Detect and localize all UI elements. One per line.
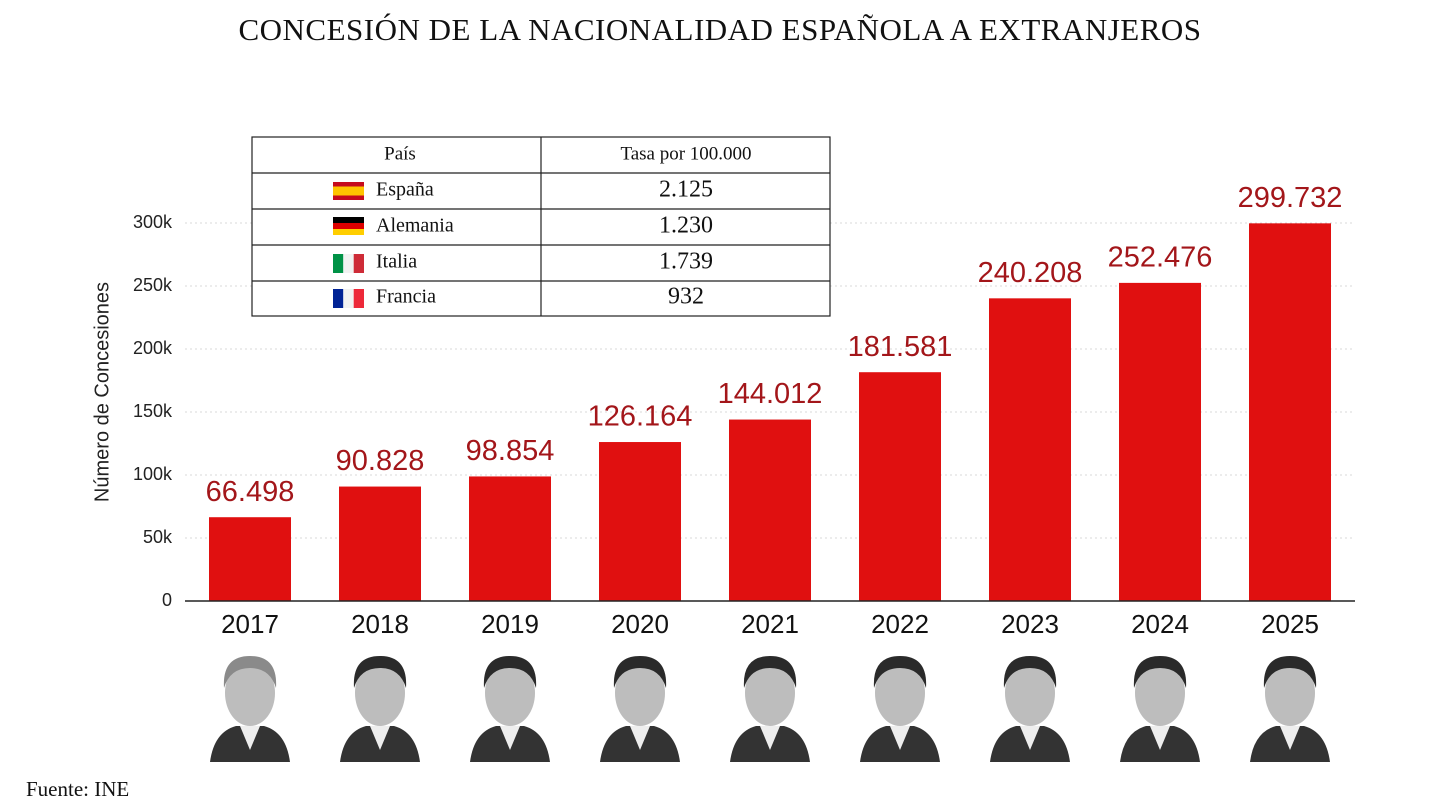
portrait-hair bbox=[1003, 656, 1057, 688]
portrait bbox=[730, 656, 810, 762]
bar bbox=[209, 517, 291, 601]
flag-germany bbox=[333, 217, 364, 235]
x-tick-label: 2017 bbox=[221, 609, 279, 639]
portrait-hair bbox=[1133, 656, 1187, 688]
portrait bbox=[860, 656, 940, 762]
portrait-face bbox=[225, 660, 275, 726]
portrait-face bbox=[355, 660, 405, 726]
x-tick-label: 2021 bbox=[741, 609, 799, 639]
y-tick-label: 200k bbox=[133, 338, 173, 358]
portrait-collar bbox=[240, 726, 260, 750]
x-tick-label: 2022 bbox=[871, 609, 929, 639]
value-label: 144.012 bbox=[718, 378, 823, 410]
table-header: Tasa por 100.000 bbox=[620, 143, 751, 164]
chart-title: CONCESIÓN DE LA NACIONALIDAD ESPAÑOLA A … bbox=[238, 12, 1201, 47]
table-rate: 2.125 bbox=[659, 177, 713, 203]
portrait-collar bbox=[1020, 726, 1040, 750]
rate-table: País Tasa por 100.000 España 2.125 Alemania 1… bbox=[251, 136, 831, 317]
x-tick-label: 2023 bbox=[1001, 609, 1059, 639]
y-tick-label: 50k bbox=[143, 527, 173, 547]
value-label: 126.164 bbox=[588, 401, 693, 433]
flag-spain bbox=[333, 182, 364, 200]
portrait-hair bbox=[483, 656, 537, 688]
table-header: País bbox=[384, 143, 416, 164]
portrait bbox=[340, 656, 420, 762]
bar bbox=[469, 476, 551, 601]
portrait-collar bbox=[500, 726, 520, 750]
bar bbox=[339, 486, 421, 601]
portrait-face bbox=[1005, 660, 1055, 726]
portrait bbox=[470, 656, 550, 762]
bar bbox=[859, 372, 941, 601]
portrait-face bbox=[615, 660, 665, 726]
portrait-collar bbox=[1280, 726, 1300, 750]
portrait-hair bbox=[1263, 656, 1317, 688]
x-tick-label: 2019 bbox=[481, 609, 539, 639]
portrait bbox=[1120, 656, 1200, 762]
table-country: Francia bbox=[376, 286, 436, 308]
portrait-hair bbox=[873, 656, 927, 688]
portrait-collar bbox=[760, 726, 780, 750]
y-axis-label: Número de Concesiones bbox=[91, 282, 113, 502]
y-tick-label: 150k bbox=[133, 401, 173, 421]
table-country: España bbox=[376, 179, 434, 201]
value-label: 299.732 bbox=[1238, 182, 1343, 214]
x-tick-label: 2020 bbox=[611, 609, 669, 639]
portrait bbox=[210, 656, 290, 762]
portrait-collar bbox=[1150, 726, 1170, 750]
flag-france bbox=[333, 289, 364, 308]
portrait-hair bbox=[743, 656, 797, 688]
portrait-hair bbox=[613, 656, 667, 688]
portrait bbox=[990, 656, 1070, 762]
portrait-face bbox=[745, 660, 795, 726]
y-tick-label: 0 bbox=[162, 590, 172, 610]
portrait-hair bbox=[353, 656, 407, 688]
portraits bbox=[210, 656, 1330, 762]
portrait bbox=[1250, 656, 1330, 762]
table-country: Italia bbox=[376, 251, 417, 273]
bars: 2017 66.498 2018 90.828 2019 98.854 2020 126.16… bbox=[206, 182, 1343, 639]
portrait-collar bbox=[630, 726, 650, 750]
x-tick-label: 2024 bbox=[1131, 609, 1189, 639]
value-label: 181.581 bbox=[848, 331, 953, 363]
table-country: Alemania bbox=[376, 215, 454, 237]
table-rate: 932 bbox=[668, 284, 704, 310]
bar bbox=[599, 442, 681, 601]
portrait-collar bbox=[370, 726, 390, 750]
portrait-hair bbox=[223, 656, 277, 688]
value-label: 90.828 bbox=[336, 445, 425, 477]
table-rate: 1.230 bbox=[659, 213, 713, 239]
y-tick-label: 300k bbox=[133, 212, 173, 232]
portrait-face bbox=[485, 660, 535, 726]
x-tick-label: 2025 bbox=[1261, 609, 1319, 639]
value-label: 240.208 bbox=[978, 257, 1083, 289]
bar bbox=[1119, 282, 1201, 601]
bar bbox=[1249, 223, 1331, 601]
y-tick-label: 250k bbox=[133, 275, 173, 295]
x-tick-label: 2018 bbox=[351, 609, 409, 639]
value-label: 98.854 bbox=[466, 435, 555, 467]
portrait-face bbox=[875, 660, 925, 726]
bar bbox=[729, 419, 811, 601]
table-rate: 1.739 bbox=[659, 249, 713, 275]
portrait-face bbox=[1265, 660, 1315, 726]
flag-italy bbox=[333, 254, 364, 273]
value-label: 66.498 bbox=[206, 476, 295, 508]
portrait-face bbox=[1135, 660, 1185, 726]
portrait bbox=[600, 656, 680, 762]
bar bbox=[989, 298, 1071, 601]
source: Fuente: INE bbox=[26, 777, 129, 801]
portrait-collar bbox=[890, 726, 910, 750]
y-tick-label: 100k bbox=[133, 464, 173, 484]
value-label: 252.476 bbox=[1108, 242, 1213, 274]
